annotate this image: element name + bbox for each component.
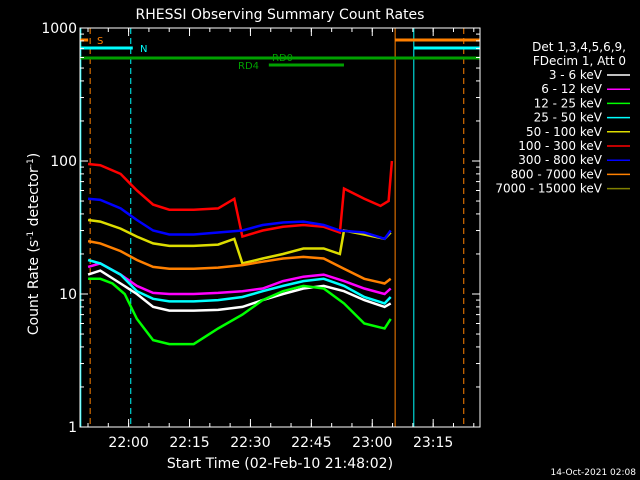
state-bar-label-rd0: RD0 [272, 53, 293, 64]
chart-title: RHESSI Observing Summary Count Rates [136, 7, 425, 23]
plot-frame [79, 27, 481, 428]
y-axis-label: Count Rate (s-1 detector-1) [26, 153, 42, 335]
series-line-1 [87, 262, 392, 296]
series-line-2 [88, 277, 392, 346]
footer-timestamp: 14-Oct-2021 02:08 [551, 468, 637, 478]
axes: 1 10 100 1000 22:00 22:15 22:30 22:45 23:00 23:15 [41, 21, 481, 451]
legend-label-3: 25 - 50 keV [534, 111, 603, 125]
y-tick-label-2: 100 [50, 154, 77, 170]
x-tick-label-0: 22:00 [108, 435, 148, 451]
series-line-3 [87, 258, 392, 305]
x-tick-label-3: 22:45 [291, 435, 331, 451]
series-line-7 [87, 239, 392, 285]
legend-label-6: 300 - 800 keV [518, 153, 602, 167]
x-tick-label-2: 22:30 [230, 435, 270, 451]
legend-label-5: 100 - 300 keV [518, 139, 602, 153]
series-line-6 [87, 197, 392, 241]
state-bar-label-rd4: RD4 [238, 61, 259, 72]
legend-header-0: Det 1,3,4,5,6,9, [532, 40, 626, 54]
x-tick-label-5: 23:15 [413, 435, 453, 451]
legend-label-8: 7000 - 15000 keV [495, 182, 602, 196]
series-line-5 [87, 160, 394, 239]
legend-label-0: 3 - 6 keV [549, 68, 603, 82]
vertical-markers [80, 28, 465, 427]
legend-label-2: 12 - 25 keV [534, 96, 603, 110]
legend-label-7: 800 - 7000 keV [511, 167, 603, 181]
series-line-0 [87, 269, 392, 312]
x-axis-label: Start Time (02-Feb-10 21:48:02) [167, 456, 393, 472]
y-tick-label-1: 10 [59, 287, 77, 303]
legend-label-1: 6 - 12 keV [541, 82, 603, 96]
state-bar-label-s: S [97, 36, 103, 47]
x-tick-label-4: 23:00 [352, 435, 392, 451]
state-bar-label-n: N [140, 44, 147, 55]
attenuator-bars: S N RD0 RD4 [80, 36, 480, 72]
series-lines [87, 160, 394, 346]
y-tick-label-3: 1000 [41, 21, 77, 37]
legend: Det 1,3,4,5,6,9,FDecim 1, Att 03 - 6 keV… [495, 40, 630, 196]
y-tick-label-0: 1 [68, 420, 77, 436]
x-tick-label-1: 22:15 [169, 435, 209, 451]
legend-label-4: 50 - 100 keV [526, 125, 603, 139]
legend-header-1: FDecim 1, Att 0 [533, 54, 626, 68]
